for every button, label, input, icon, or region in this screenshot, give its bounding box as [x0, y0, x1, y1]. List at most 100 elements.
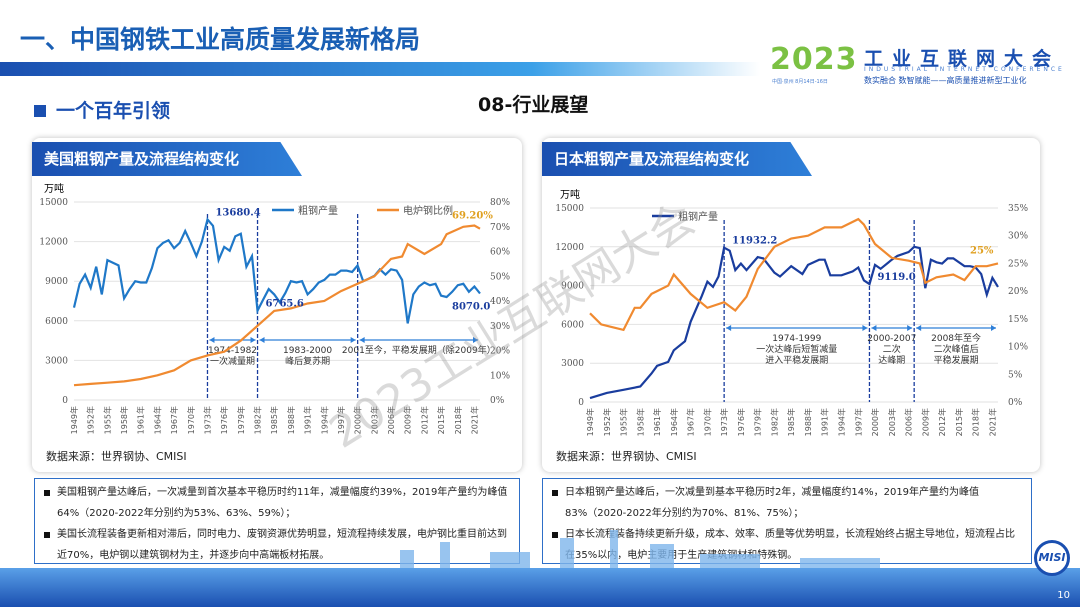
data-label: 6765.6: [266, 299, 304, 310]
note-item: 日本粗钢产量达峰后，一次减量到基本平稳历时2年，减量幅度约14%，2019年产量…: [551, 482, 1023, 524]
arrow-head-icon: [916, 325, 922, 331]
x-tick-label: 2012年: [419, 406, 429, 434]
x-tick-label: 1997年: [853, 408, 863, 436]
y-tick-label: 9000: [45, 277, 68, 287]
x-tick-label: 1985年: [786, 408, 796, 436]
period-label: 1974-1999: [772, 334, 821, 344]
y2-tick-label: 70%: [490, 223, 510, 233]
square-bullet-icon: [34, 105, 46, 117]
series-line-eaf-ratio: [589, 217, 999, 332]
y2-tick-label: 80%: [490, 198, 510, 208]
arrow-head-icon: [473, 337, 478, 343]
y2-tick-label: 5%: [1008, 370, 1023, 380]
y-tick-label: 3000: [561, 359, 584, 369]
y2-tick-label: 40%: [490, 297, 510, 307]
period-label: 二次峰值后: [934, 343, 979, 355]
y2-tick-label: 0%: [490, 396, 505, 406]
x-tick-label: 1961年: [136, 406, 146, 434]
x-tick-label: 1970年: [186, 406, 196, 434]
period-label: 进入平稳发展期: [765, 354, 828, 366]
footer-band: [0, 568, 1080, 607]
period-label: 平稳发展期: [934, 354, 979, 366]
x-tick-label: 1982年: [253, 406, 263, 434]
x-tick-label: 1991年: [303, 406, 313, 434]
period-label: 二次: [883, 343, 901, 355]
y2-tick-label: 25%: [1008, 259, 1028, 269]
x-tick-label: 1994年: [319, 406, 329, 434]
period-label: 2001至今，平稳发展期（除2009年）: [342, 344, 496, 356]
x-tick-label: 1955年: [619, 408, 629, 436]
data-label: 8070.0: [452, 301, 490, 312]
series-line-production: [589, 245, 999, 400]
x-tick-label: 2009年: [920, 408, 930, 436]
x-tick-label: 2006年: [904, 408, 914, 436]
logo-location: 中国·泉州 8月14日-16日: [772, 79, 828, 85]
period-label: 达峰期: [878, 354, 905, 366]
arrow-head-icon: [250, 337, 256, 343]
x-tick-label: 2021年: [469, 406, 479, 434]
x-tick-label: 1979年: [236, 406, 246, 434]
arrow-head-icon: [350, 337, 356, 343]
x-tick-label: 1988年: [286, 406, 296, 434]
legend-label: 电炉钢比例: [403, 204, 453, 217]
arrow-head-icon: [991, 325, 996, 331]
note-item: 美国粗钢产量达峰后，一次减量到首次基本平稳历时约11年，减量幅度约39%，201…: [43, 482, 511, 524]
y-tick-label: 12000: [555, 243, 584, 253]
y2-tick-label: 50%: [490, 272, 510, 282]
y2-tick-label: 15%: [1008, 315, 1028, 325]
x-tick-label: 1991年: [820, 408, 830, 436]
x-tick-label: 2006年: [386, 406, 396, 434]
y-tick-label: 0: [62, 396, 68, 406]
x-tick-label: 1955年: [102, 406, 112, 434]
x-tick-label: 1967年: [169, 406, 179, 434]
jp-notes: 日本粗钢产量达峰后，一次减量到基本平稳历时2年，减量幅度约14%，2019年产量…: [542, 478, 1032, 564]
x-tick-label: 1949年: [69, 406, 79, 434]
y-tick-label: 12000: [39, 238, 68, 248]
y-tick-label: 6000: [561, 320, 584, 330]
data-label: 9119.0: [877, 272, 915, 283]
y2-tick-label: 60%: [490, 248, 510, 258]
x-tick-label: 1982年: [769, 408, 779, 436]
section-title: 08-行业展望: [478, 94, 589, 116]
x-tick-label: 2003年: [887, 408, 897, 436]
y2-tick-label: 10%: [490, 371, 510, 381]
arrow-head-icon: [359, 337, 365, 343]
us-chart-panel: 美国粗钢产量及流程结构变化 万吨 0 3000 6000 9000 12000 15000 0…: [32, 138, 522, 472]
arrow-head-icon: [862, 325, 868, 331]
conference-logo: 2023 中国·泉州 8月14日-16日 工业互联网大会 INDUSTRIAL …: [770, 40, 1070, 86]
series-line-eaf-ratio: [73, 224, 481, 387]
logo-english: INDUSTRIAL INTERNET CONFERENCE: [864, 66, 1065, 73]
us-notes: 美国粗钢产量达峰后，一次减量到首次基本平稳历时约11年，减量幅度约39%，201…: [34, 478, 520, 564]
misi-logo: MISI: [1034, 540, 1070, 576]
arrow-head-icon: [209, 337, 215, 343]
period-label: 2000-2007: [867, 334, 916, 344]
x-tick-label: 2009年: [403, 406, 413, 434]
x-tick-label: 2000年: [353, 406, 363, 434]
y2-tick-label: 30%: [1008, 232, 1028, 242]
jp-chart-panel: 日本粗钢产量及流程结构变化 万吨 0 3000 6000 9000 12000 15000 0…: [542, 138, 1040, 472]
x-tick-label: 1964年: [669, 408, 679, 436]
y-tick-label: 15000: [555, 204, 584, 214]
x-tick-label: 1973年: [719, 408, 729, 436]
title-underline-bar: [0, 62, 760, 76]
data-source: 数据来源：世界钢协、CMISI: [46, 450, 187, 463]
arrow-head-icon: [259, 337, 265, 343]
y-tick-label: 9000: [561, 282, 584, 292]
y2-tick-label: 30%: [490, 322, 510, 332]
x-tick-label: 1994年: [837, 408, 847, 436]
x-tick-label: 1997年: [336, 406, 346, 434]
y2-tick-label: 35%: [1008, 204, 1028, 214]
data-label: 13680.4: [215, 207, 260, 218]
period-label: 一次达峰后短暂减量: [756, 343, 837, 355]
y-axis-unit: 万吨: [560, 188, 580, 201]
x-tick-label: 1973年: [202, 406, 212, 434]
subtitle-text: 一个百年引领: [56, 100, 171, 122]
x-tick-label: 2015年: [436, 406, 446, 434]
period-label: 1974-1982: [208, 346, 257, 356]
arrow-head-icon: [871, 325, 877, 331]
legend-label: 粗钢产量: [298, 204, 338, 217]
y2-tick-label: 20%: [1008, 287, 1028, 297]
x-tick-label: 2018年: [453, 406, 463, 434]
arrow-head-icon: [726, 325, 732, 331]
data-label: 69.20%: [452, 211, 493, 222]
